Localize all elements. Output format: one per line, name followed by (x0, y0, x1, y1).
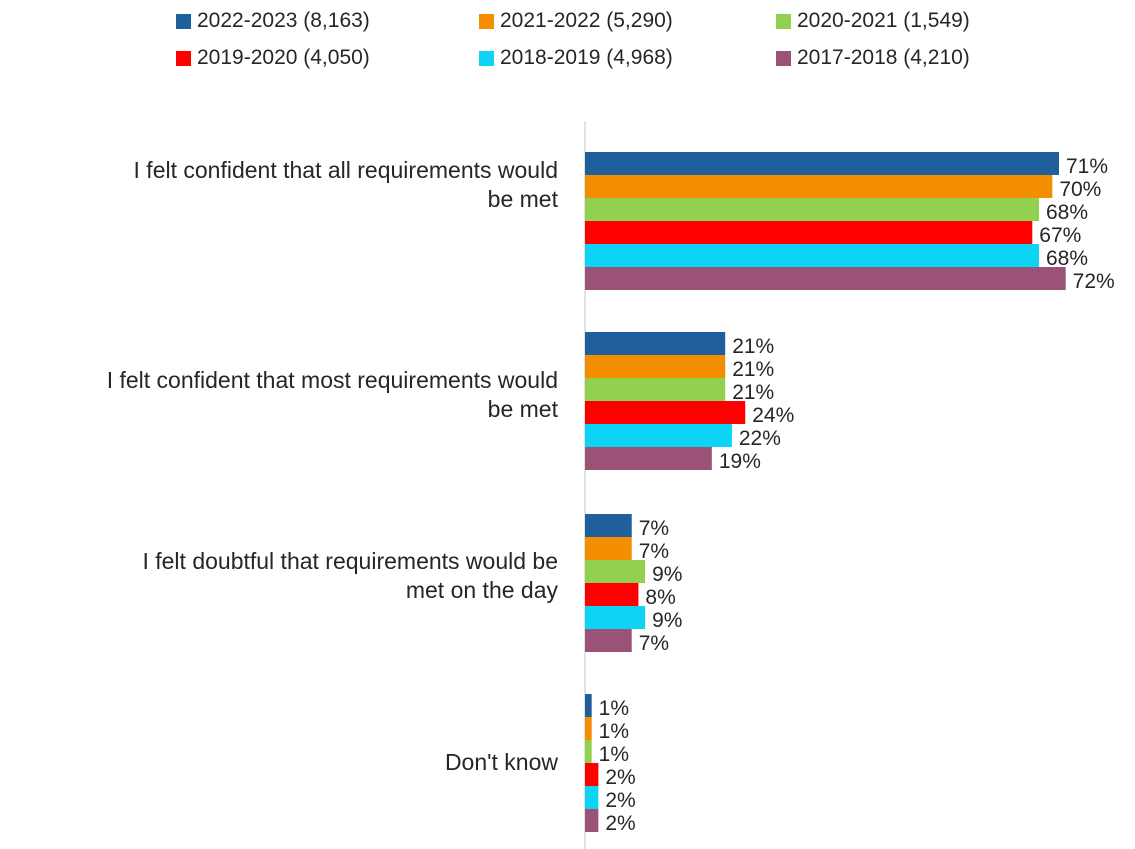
category-label-line: Don't know (444, 749, 558, 775)
bar (585, 221, 1033, 244)
data-label: 8% (645, 586, 675, 609)
category-label-line: I felt doubtful that requirements would … (142, 548, 558, 574)
data-label: 7% (639, 540, 669, 563)
legend-label: 2018-2019 (4,968) (500, 46, 673, 69)
bar (585, 809, 599, 832)
bar (585, 175, 1053, 198)
data-label: 2% (605, 766, 635, 789)
legend-swatch (776, 50, 791, 66)
legend-swatch (776, 13, 791, 29)
legend-swatch (176, 13, 191, 29)
bar (585, 560, 646, 583)
bar (585, 378, 726, 401)
legend-item: 2021-2022 (5,290) (479, 9, 673, 33)
bar (585, 267, 1066, 290)
data-label: 1% (599, 697, 629, 720)
bar (585, 786, 599, 809)
legend-swatch (479, 13, 494, 29)
legend-label: 2019-2020 (4,050) (197, 46, 370, 69)
bar (585, 401, 746, 424)
data-label: 2% (605, 812, 635, 835)
data-label: 24% (752, 404, 794, 427)
bar (585, 447, 712, 470)
data-label: 9% (652, 563, 682, 586)
legend-label: 2021-2022 (5,290) (500, 9, 673, 32)
data-label: 68% (1046, 247, 1088, 270)
data-label: 71% (1066, 155, 1108, 178)
category-label-line: I felt confident that all requirements w… (133, 157, 558, 183)
data-label: 70% (1059, 178, 1101, 201)
bar (585, 152, 1059, 175)
bar (585, 694, 592, 717)
data-label: 72% (1073, 270, 1115, 293)
bar (585, 537, 632, 560)
bar (585, 244, 1039, 267)
category-label: I felt confident that most requirements … (0, 366, 558, 424)
legend-label: 2022-2023 (8,163) (197, 9, 370, 32)
bar (585, 355, 726, 378)
bar (585, 332, 726, 355)
legend-label: 2017-2018 (4,210) (797, 46, 970, 69)
data-label: 21% (732, 381, 774, 404)
data-label: 2% (605, 789, 635, 812)
legend-item: 2018-2019 (4,968) (479, 46, 673, 70)
legend-item: 2017-2018 (4,210) (776, 46, 970, 70)
data-label: 21% (732, 335, 774, 358)
category-label-line: be met (487, 396, 558, 422)
bar (585, 763, 599, 786)
data-label: 67% (1039, 224, 1081, 247)
bar (585, 606, 646, 629)
legend-item: 2020-2021 (1,549) (776, 9, 970, 33)
data-label: 22% (739, 427, 781, 450)
category-label: I felt doubtful that requirements would … (0, 547, 558, 605)
category-label-line: I felt confident that most requirements … (106, 367, 558, 393)
category-label-line: met on the day (405, 577, 558, 603)
category-label-line: be met (487, 186, 558, 212)
data-label: 21% (732, 358, 774, 381)
legend-swatch (176, 50, 191, 66)
legend-swatch (479, 50, 494, 66)
data-label: 19% (719, 450, 761, 473)
legend-item: 2022-2023 (8,163) (176, 9, 370, 33)
chart-legend: 2022-2023 (8,163) 2021-2022 (5,290) 2020-2… (0, 0, 1135, 80)
bar (585, 629, 632, 652)
legend-item: 2019-2020 (4,050) (176, 46, 370, 70)
legend-label: 2020-2021 (1,549) (797, 9, 970, 32)
bar (585, 740, 592, 763)
data-label: 9% (652, 609, 682, 632)
bar (585, 198, 1039, 221)
bar (585, 717, 592, 740)
category-label: Don't know (0, 748, 558, 777)
data-label: 1% (599, 743, 629, 766)
data-label: 68% (1046, 201, 1088, 224)
category-label: I felt confident that all requirements w… (0, 156, 558, 214)
data-label: 1% (599, 720, 629, 743)
data-label: 7% (639, 517, 669, 540)
bar (585, 514, 632, 537)
bar (585, 583, 639, 606)
data-label: 7% (639, 632, 669, 655)
bar (585, 424, 732, 447)
